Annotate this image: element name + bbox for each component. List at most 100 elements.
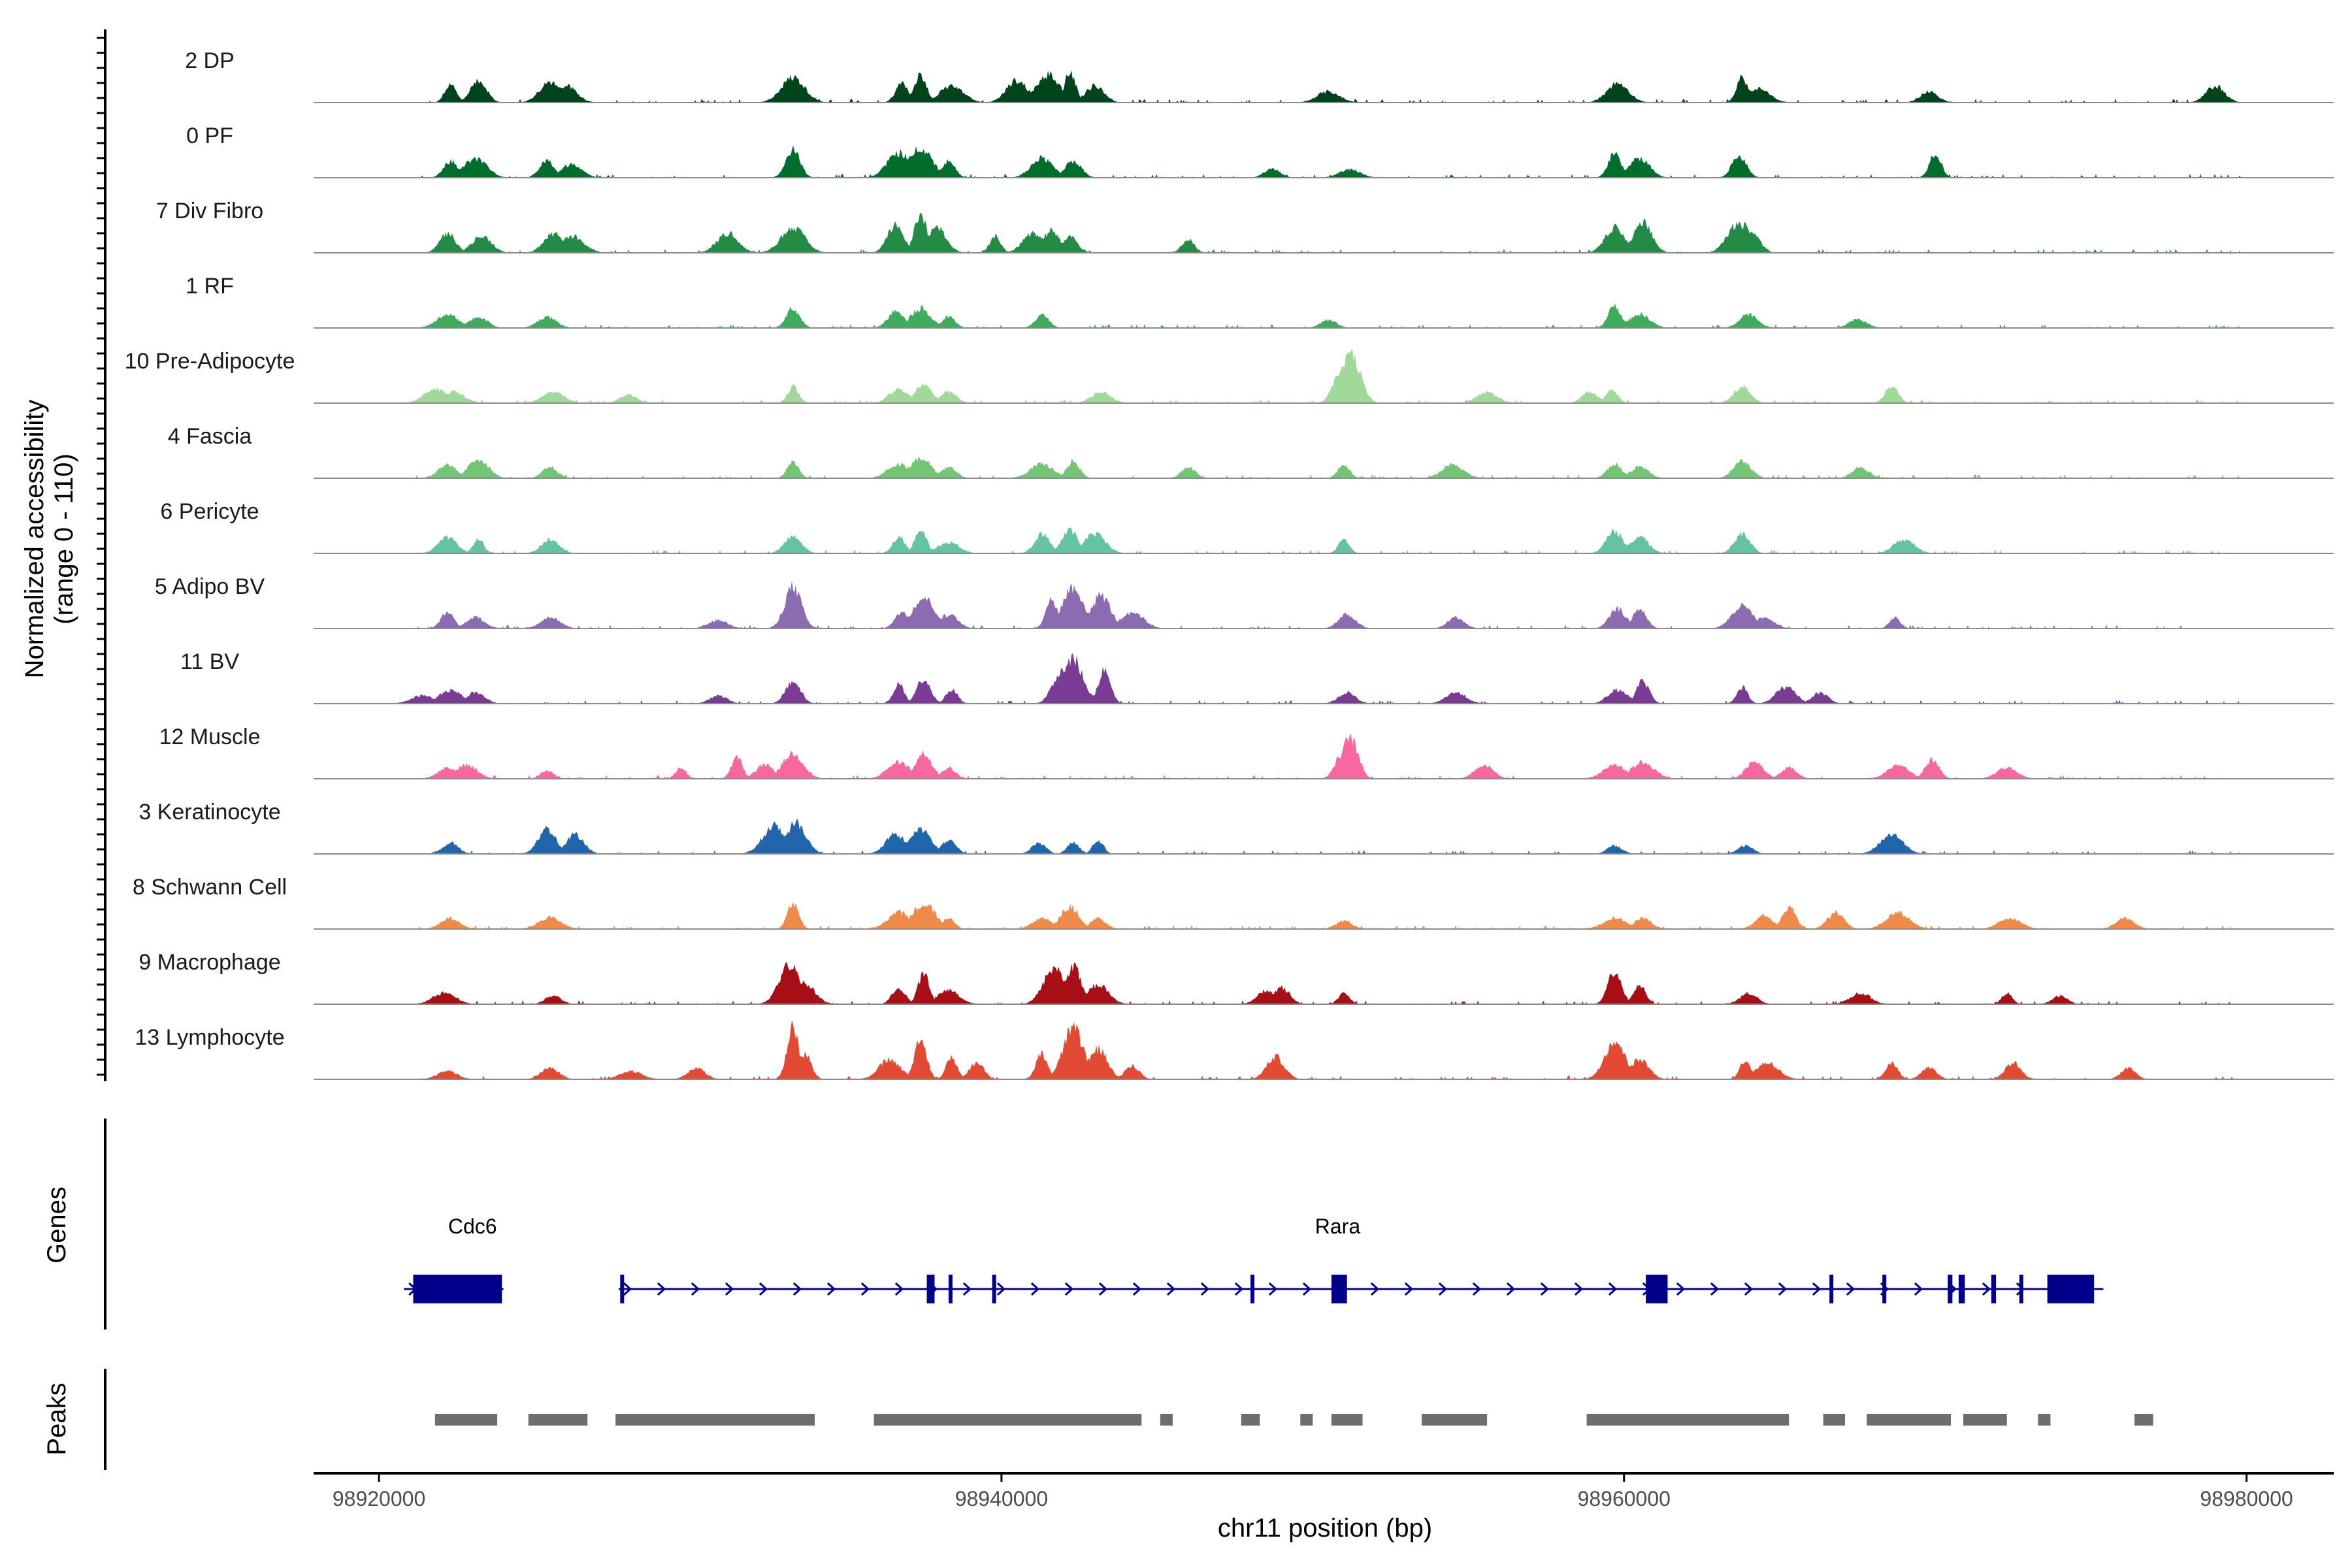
exon [1829, 1275, 1834, 1303]
strand-arrow [792, 1282, 802, 1296]
track-label: 7 Div Fibro [156, 199, 263, 223]
peak-region [1586, 1414, 1789, 1426]
exon [1646, 1275, 1668, 1303]
exon [2019, 1275, 2023, 1303]
y-axis-title-line2: (range 0 - 110) [50, 453, 78, 625]
strand-arrow [1608, 1282, 1618, 1296]
peak-region [528, 1414, 588, 1426]
track-label: 4 Fascia [168, 424, 252, 449]
strand-arrow [1064, 1282, 1074, 1296]
coverage-area [314, 1020, 2334, 1079]
exon [1958, 1275, 1965, 1303]
strand-arrow [1846, 1282, 1855, 1296]
strand-arrow [2016, 1282, 2025, 1296]
exon [1250, 1275, 1255, 1303]
track-label: 9 Macrophage [139, 950, 280, 975]
x-axis-ticks: 98920000 98940000 98960000 98980000 [333, 1473, 2293, 1511]
peak-region [1823, 1414, 1846, 1426]
x-tick-label: 98920000 [333, 1487, 425, 1511]
strand-arrow [1302, 1282, 1312, 1296]
strand-arrow [1744, 1282, 1754, 1296]
track-label: 3 Keratinocyte [139, 800, 280, 825]
peak-region [1422, 1414, 1488, 1426]
coverage-area [314, 653, 2334, 704]
peak-region [1160, 1414, 1173, 1426]
track-label: 0 PF [186, 123, 233, 148]
x-axis-title: chr11 position (bp) [1218, 1514, 1432, 1543]
strand-arrow [623, 1282, 632, 1296]
coverage-area [314, 302, 2334, 328]
strand-arrow [1438, 1282, 1448, 1296]
strand-arrow [1030, 1282, 1040, 1296]
peak-region [434, 1414, 498, 1426]
exon [1991, 1275, 1997, 1303]
strand-arrow [962, 1282, 972, 1296]
peak-region [1963, 1414, 2007, 1426]
exon [1331, 1275, 1347, 1303]
peak-region [1300, 1414, 1313, 1426]
exon [413, 1275, 502, 1303]
peak-region [2134, 1414, 2153, 1426]
strand-arrow [1200, 1282, 1210, 1296]
strand-arrow [1132, 1282, 1142, 1296]
strand-arrow [1472, 1282, 1482, 1296]
exon [1882, 1275, 1887, 1303]
track-label: 1 RF [186, 274, 234, 299]
exon [1948, 1275, 1953, 1303]
strand-arrow [1982, 1282, 1991, 1296]
coverage-tracks [314, 70, 2334, 1080]
strand-arrow [826, 1282, 836, 1296]
strand-arrow [691, 1282, 700, 1296]
strand-arrow [1540, 1282, 1550, 1296]
strand-arrow [1676, 1282, 1686, 1296]
peak-region [1241, 1414, 1260, 1426]
peak-region [615, 1414, 815, 1426]
strand-arrow [1812, 1282, 1821, 1296]
exon [620, 1275, 625, 1303]
coverage-area [314, 145, 2334, 178]
track-label: 13 Lymphocyte [135, 1025, 284, 1050]
strand-arrow [1098, 1282, 1108, 1296]
exon [2047, 1275, 2095, 1303]
strand-arrow [1268, 1282, 1278, 1296]
strand-arrow [1914, 1282, 1923, 1296]
exon [926, 1275, 935, 1303]
track-label: 8 Schwann Cell [133, 875, 287, 900]
genes-axis-title: Genes [42, 1186, 71, 1264]
coverage-area [314, 70, 2334, 103]
coverage-area [314, 580, 2334, 629]
strand-arrow [1778, 1282, 1788, 1296]
track-label: 2 DP [185, 48, 235, 73]
coverage-area [314, 527, 2334, 553]
strand-arrow [1574, 1282, 1584, 1296]
gene-label: Cdc6 [448, 1215, 497, 1238]
coverage-area [314, 901, 2334, 929]
peak-region [2038, 1414, 2051, 1426]
y-axis-title-line1: Normalized accessibility [20, 400, 49, 679]
strand-arrow [1234, 1282, 1244, 1296]
x-tick-label: 98980000 [2200, 1487, 2293, 1511]
coverage-area [314, 818, 2334, 854]
track-label: 12 Muscle [159, 725, 261, 749]
peak-region [874, 1414, 1142, 1426]
coverage-area [314, 349, 2334, 403]
x-tick-label: 98960000 [1578, 1487, 1671, 1511]
coverage-area [314, 213, 2334, 253]
strand-arrow [759, 1282, 768, 1296]
strand-arrow [657, 1282, 666, 1296]
strand-arrow [860, 1282, 870, 1296]
strand-arrow [1404, 1282, 1414, 1296]
strand-arrow [1506, 1282, 1516, 1296]
gene-label: Rara [1315, 1215, 1361, 1238]
coverage-y-ticks [97, 37, 105, 1076]
peak-track [434, 1414, 2153, 1426]
strand-arrow [1710, 1282, 1720, 1296]
coverage-area [314, 456, 2334, 478]
peak-region [1331, 1414, 1363, 1426]
track-label: 10 Pre-Adipocyte [125, 349, 295, 374]
gene-track: Cdc6 Rara [404, 1215, 2104, 1303]
track-labels: 2 DP 0 PF 7 Div Fibro 1 RF 10 Pre-Adipocyte 4… [125, 48, 295, 1050]
coverage-area [314, 734, 2334, 779]
strand-arrow [996, 1282, 1006, 1296]
